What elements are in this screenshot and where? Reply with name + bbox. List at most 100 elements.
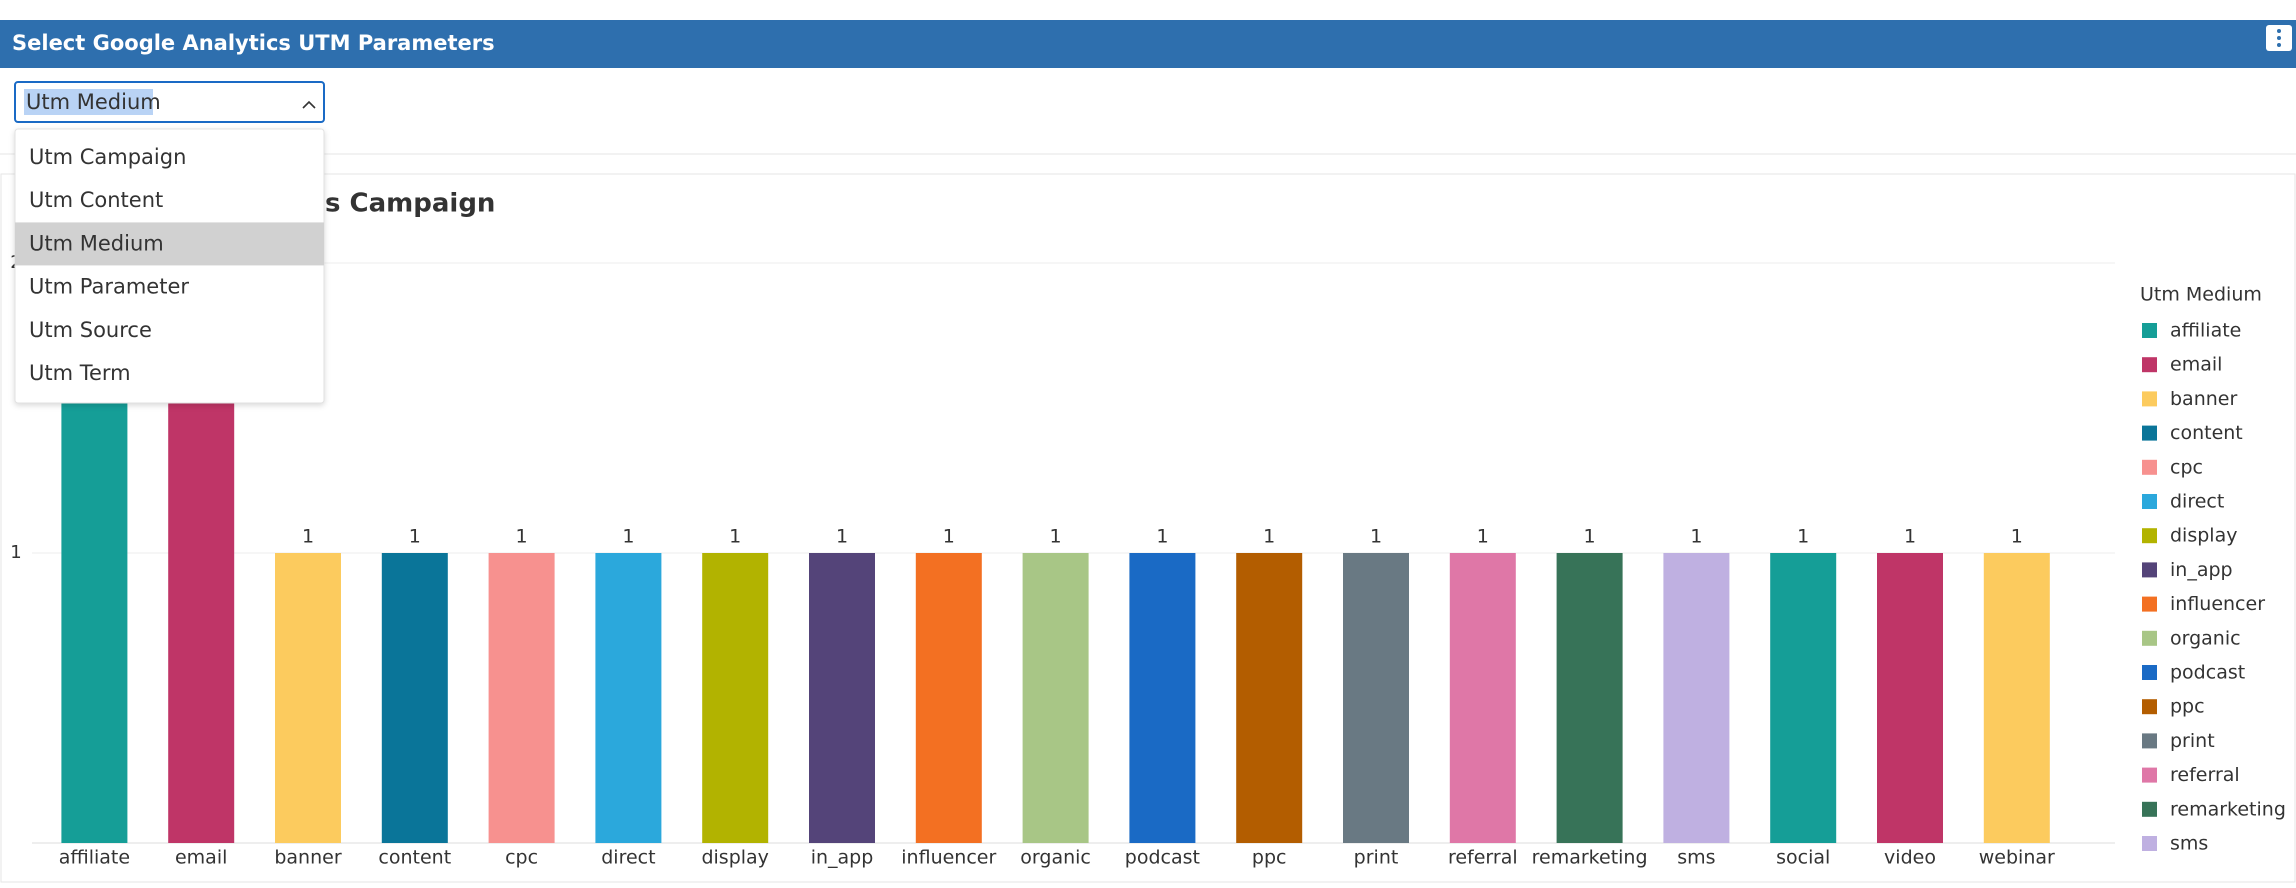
value-label: 1 xyxy=(1263,526,1275,548)
value-label: 1 xyxy=(1156,526,1168,548)
option[interactable]: Utm Source xyxy=(29,318,152,342)
bar xyxy=(1983,553,2050,843)
x-tick-label: in_app xyxy=(811,847,874,869)
legend-label: print xyxy=(2170,730,2215,752)
legend-label: email xyxy=(2170,354,2222,376)
legend-swatch xyxy=(2142,733,2157,749)
legend-swatch xyxy=(2142,699,2157,715)
legend-swatch xyxy=(2142,323,2157,338)
x-tick-label: video xyxy=(1884,847,1936,869)
selection-highlight xyxy=(24,89,153,115)
x-tick-label: display xyxy=(701,847,768,869)
x-tick-label: organic xyxy=(1020,847,1091,869)
x-tick-label: sms xyxy=(1677,847,1715,869)
value-label: 1 xyxy=(1477,526,1489,548)
option-highlight xyxy=(15,222,324,266)
menu-dot xyxy=(2277,43,2281,47)
chart-panel xyxy=(0,173,2296,883)
legend-label: sms xyxy=(2170,833,2208,855)
x-tick-label: cpc xyxy=(505,847,538,869)
legend-label: affiliate xyxy=(2170,320,2241,342)
legend-label: cpc xyxy=(2170,456,2203,478)
bar xyxy=(275,553,341,843)
value-label: 1 xyxy=(1904,526,1916,548)
bar xyxy=(1022,553,1089,843)
legend-swatch xyxy=(2142,801,2157,817)
x-tick-label: direct xyxy=(601,847,655,869)
x-tick-label: social xyxy=(1776,847,1830,869)
legend-swatch xyxy=(2142,630,2157,646)
y-tick-label: 1 xyxy=(10,542,21,563)
x-tick-label: print xyxy=(1354,847,1399,869)
chevron xyxy=(302,100,316,109)
legend-label: in_app xyxy=(2170,559,2233,581)
legend-label: podcast xyxy=(2170,662,2245,684)
bar xyxy=(809,553,875,843)
x-tick-label: webinar xyxy=(1979,847,2055,869)
legend-swatch xyxy=(2142,562,2157,578)
value-label: 1 xyxy=(1797,526,1809,548)
header-bar xyxy=(0,20,2296,68)
x-tick-label: affiliate xyxy=(59,847,130,869)
bar xyxy=(1877,553,1943,843)
value-label: 1 xyxy=(1584,526,1596,548)
x-tick-label: banner xyxy=(274,847,341,869)
legend-swatch xyxy=(2142,665,2157,680)
option[interactable]: Utm Campaign xyxy=(29,145,186,169)
value-label: 1 xyxy=(302,526,314,548)
x-tick-label: email xyxy=(175,847,227,869)
menu-dot xyxy=(2277,36,2281,40)
legend-label: banner xyxy=(2170,388,2237,410)
value-label: 1 xyxy=(1050,526,1062,548)
legend-swatch xyxy=(2142,836,2157,851)
options-panel xyxy=(14,128,325,404)
value-label: 1 xyxy=(2011,526,2023,548)
header-title: Select Google Analytics UTM Parameters xyxy=(12,31,495,55)
bar xyxy=(1449,553,1516,843)
chart-title: s Campaign xyxy=(325,189,495,219)
legend-label: content xyxy=(2170,422,2243,444)
bar xyxy=(1236,553,1303,843)
bar xyxy=(595,553,662,843)
value-label: 1 xyxy=(622,526,634,548)
bar xyxy=(1556,553,1623,843)
legend-label: remarketing xyxy=(2170,798,2286,820)
x-tick-label: content xyxy=(378,847,451,869)
legend-label: organic xyxy=(2170,627,2241,649)
legend-swatch xyxy=(2142,459,2157,475)
bar xyxy=(1343,553,1409,843)
legend-swatch xyxy=(2142,357,2157,373)
bar xyxy=(381,553,448,843)
option[interactable]: Utm Parameter xyxy=(29,275,189,299)
bar xyxy=(488,553,555,843)
legend-label: influencer xyxy=(2170,593,2265,615)
legend-swatch xyxy=(2142,494,2157,509)
legend-label: direct xyxy=(2170,491,2224,513)
value-label: 1 xyxy=(516,526,528,548)
menu-dot xyxy=(2277,29,2281,33)
value-label: 1 xyxy=(1370,526,1382,548)
value-label: 1 xyxy=(943,526,955,548)
x-tick-label: ppc xyxy=(1252,847,1287,869)
option[interactable]: Utm Term xyxy=(29,361,131,385)
value-label: 1 xyxy=(836,526,848,548)
x-tick-label: remarketing xyxy=(1532,847,1648,869)
dropdown[interactable]: Utm Medium Utm Campaign Utm Content Utm Med… xyxy=(14,81,325,404)
plot: 122affiliate2email1banner1content1cpc1di… xyxy=(10,236,2286,869)
legend-title: Utm Medium xyxy=(2140,284,2262,306)
option[interactable]: Utm Content xyxy=(29,188,163,212)
legend-swatch xyxy=(2142,425,2157,441)
value-label: 1 xyxy=(409,526,421,548)
option[interactable]: Utm Medium xyxy=(29,231,164,255)
bar xyxy=(1129,553,1196,843)
bar xyxy=(702,553,769,843)
bar xyxy=(1663,553,1730,843)
bar xyxy=(915,553,982,843)
x-tick-label: podcast xyxy=(1125,847,1200,869)
bar xyxy=(1770,553,1837,843)
legend-label: referral xyxy=(2170,764,2240,786)
x-tick-label: influencer xyxy=(901,847,996,869)
value-label: 1 xyxy=(729,526,741,548)
legend-swatch xyxy=(2142,391,2157,407)
